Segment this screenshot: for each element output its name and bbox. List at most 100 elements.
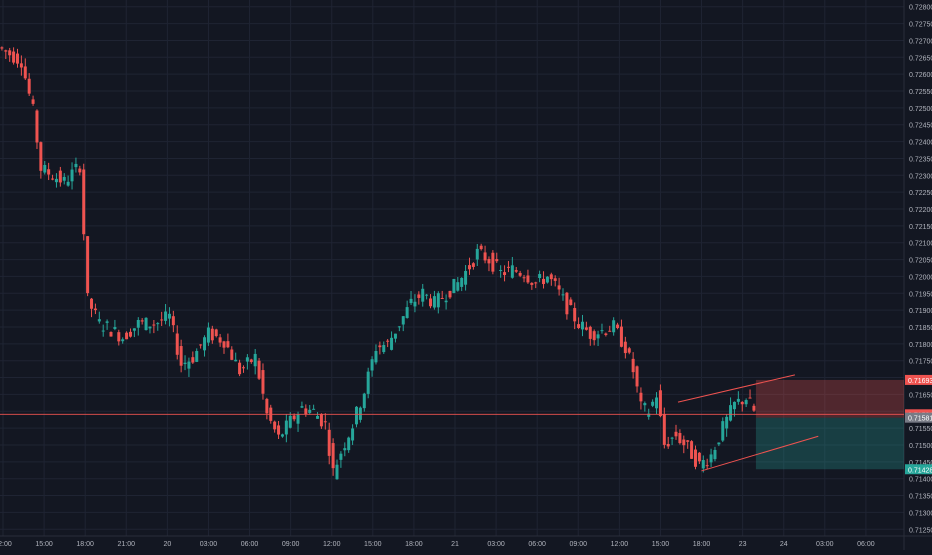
candle-down[interactable] [4,50,8,52]
candle-down[interactable] [588,326,592,339]
candle-down[interactable] [686,440,690,442]
candle-up[interactable] [132,328,136,331]
candle-down[interactable] [608,330,612,332]
candle-up[interactable] [234,359,238,362]
candle-up[interactable] [456,282,460,291]
candle-up[interactable] [499,269,503,271]
candle-down[interactable] [226,341,230,348]
candle-down[interactable] [526,275,530,283]
candle-down[interactable] [140,320,144,322]
candle-up[interactable] [600,330,604,332]
candle-up[interactable] [74,163,78,168]
candle-up[interactable] [358,407,362,420]
candle-down[interactable] [265,398,269,414]
candle-up[interactable] [312,408,316,410]
candle-down[interactable] [534,282,538,284]
candle-down[interactable] [230,349,234,360]
candle-up[interactable] [393,333,397,339]
candle-up[interactable] [744,400,748,405]
candle-down[interactable] [35,110,39,143]
candle-down[interactable] [191,357,195,363]
candle-down[interactable] [522,277,526,279]
candle-up[interactable] [510,265,514,278]
candle-up[interactable] [43,164,47,173]
candle-up[interactable] [729,405,733,421]
candle-down[interactable] [604,333,608,335]
candle-up[interactable] [187,361,191,369]
candle-up[interactable] [709,454,713,463]
candle-up[interactable] [280,434,284,437]
candle-up[interactable] [655,397,659,409]
candle-up[interactable] [647,413,651,417]
candle-up[interactable] [362,393,366,409]
candle-down[interactable] [249,359,253,363]
candle-up[interactable] [148,326,152,329]
candle-up[interactable] [343,448,347,451]
candle-down[interactable] [553,278,557,281]
candle-down[interactable] [292,415,296,420]
candle-up[interactable] [432,296,436,308]
stop-loss-zone[interactable] [755,379,904,418]
candle-down[interactable] [752,405,756,411]
candle-down[interactable] [78,168,82,173]
candle-down[interactable] [471,263,475,267]
candle-up[interactable] [206,327,210,343]
candle-up[interactable] [736,398,740,402]
candle-down[interactable] [160,319,164,321]
candle-down[interactable] [171,316,175,326]
candle-up[interactable] [288,415,292,428]
candle-down[interactable] [514,270,518,272]
candle-up[interactable] [452,278,456,294]
candle-down[interactable] [549,274,553,280]
candle-up[interactable] [397,326,401,328]
candle-down[interactable] [573,308,577,322]
candle-up[interactable] [732,401,736,410]
candle-up[interactable] [413,301,417,307]
candle-up[interactable] [347,437,351,451]
candle-up[interactable] [409,298,413,304]
candle-up[interactable] [339,453,343,460]
candle-down[interactable] [117,332,121,342]
candle-down[interactable] [748,397,752,399]
take-profit-zone[interactable] [755,417,904,470]
candle-down[interactable] [627,348,631,353]
candle-down[interactable] [467,265,471,270]
candle-up[interactable] [70,169,74,182]
candle-up[interactable] [121,339,125,342]
candle-down[interactable] [222,341,226,348]
candle-down[interactable] [238,362,242,375]
candle-down[interactable] [19,63,23,68]
candle-down[interactable] [666,443,670,447]
candle-up[interactable] [113,327,117,329]
candle-down[interactable] [58,170,62,183]
candle-down[interactable] [47,169,51,175]
candle-up[interactable] [444,300,448,303]
candle-down[interactable] [705,465,709,467]
candle-down[interactable] [319,413,323,427]
candle-down[interactable] [631,358,635,373]
candle-down[interactable] [386,340,390,342]
candle-down[interactable] [27,78,31,94]
candle-down[interactable] [218,337,222,343]
candle-up[interactable] [370,359,374,371]
candle-down[interactable] [82,169,86,235]
candle-up[interactable] [144,317,148,331]
candle-down[interactable] [662,414,666,445]
candle-down[interactable] [674,431,678,437]
candle-up[interactable] [354,406,358,425]
candle-up[interactable] [596,334,600,339]
candle-down[interactable] [542,278,546,285]
candle-down[interactable] [487,259,491,264]
candle-down[interactable] [623,341,627,354]
candle-down[interactable] [8,50,12,56]
candle-down[interactable] [693,449,697,467]
candle-up[interactable] [374,350,378,363]
candle-up[interactable] [460,277,464,287]
candle-down[interactable] [690,441,694,459]
candle-up[interactable] [203,337,207,351]
candle-down[interactable] [658,390,662,417]
candle-up[interactable] [62,176,66,181]
candle-down[interactable] [518,272,522,276]
candle-up[interactable] [580,321,584,330]
